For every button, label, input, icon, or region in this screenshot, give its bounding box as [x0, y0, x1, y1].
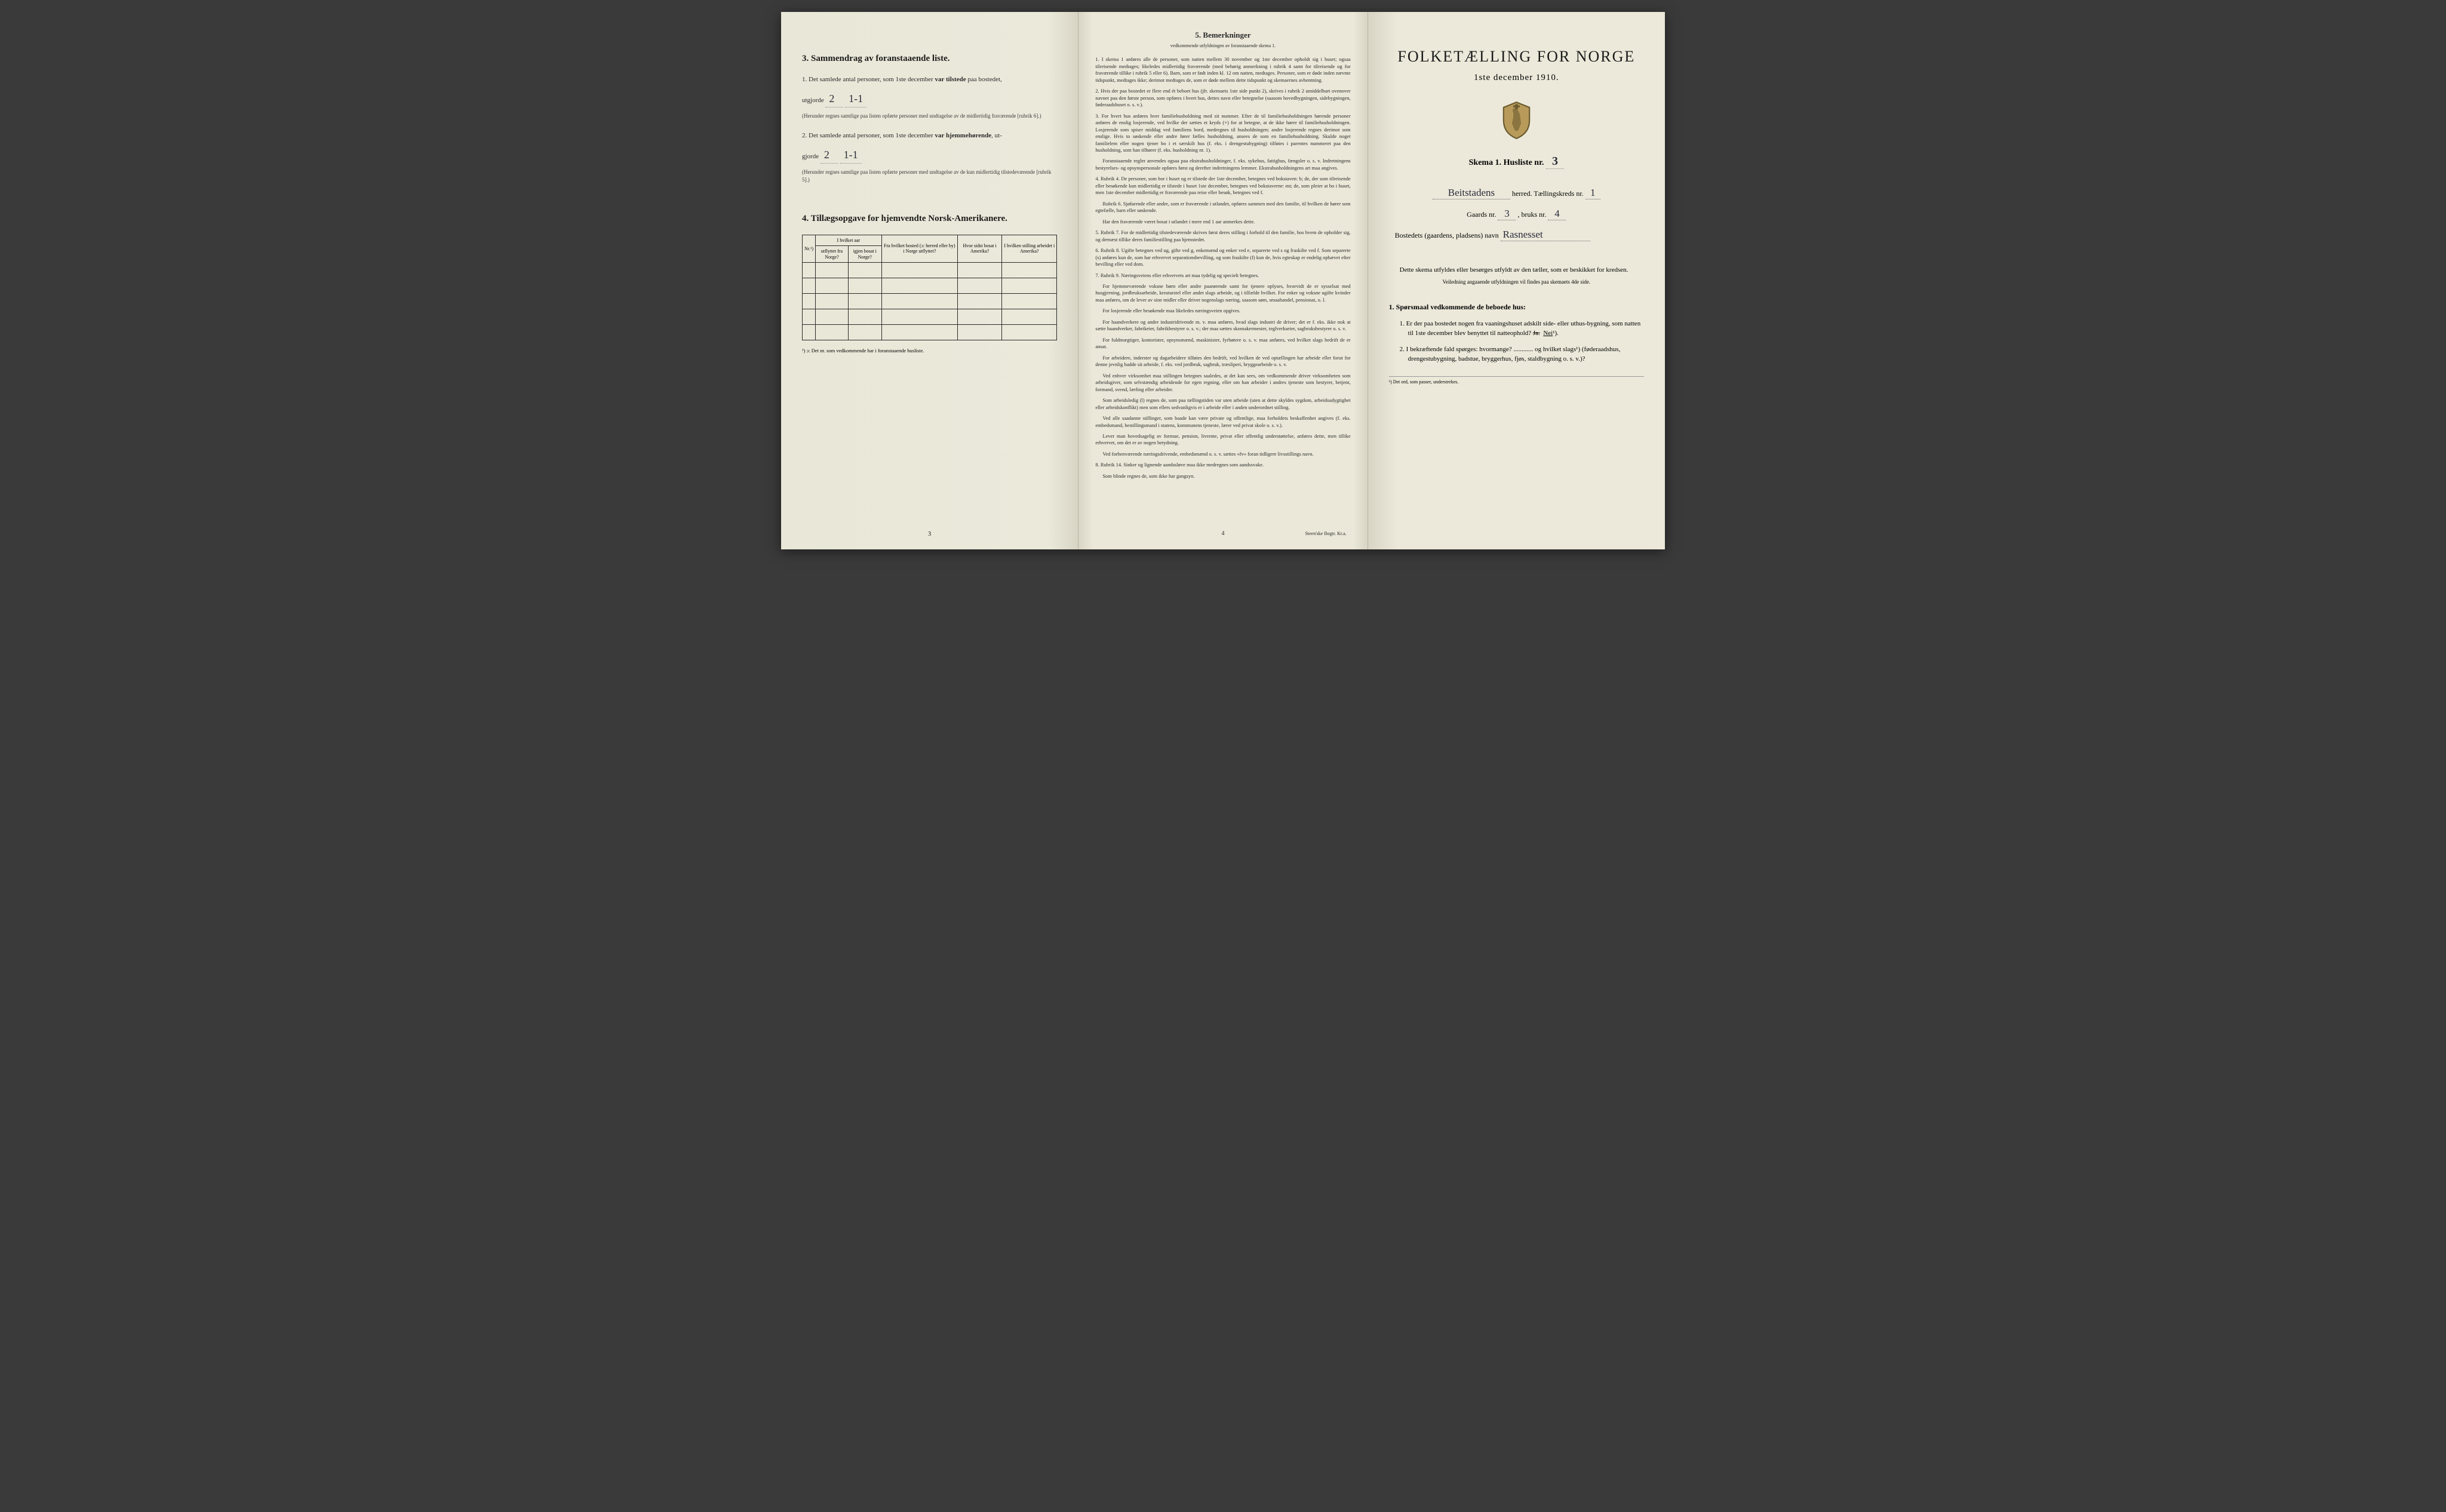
bosted-line: Bostedets (gaardens, pladsens) navn Rasn…	[1395, 229, 1644, 241]
th-year-out: utflyttet fra Norge?	[816, 246, 849, 263]
remark-7i: Ved alle saadanne stillinger, som baade …	[1095, 415, 1350, 429]
section4-title: 4. Tillægsopgave for hjemvendte Norsk-Am…	[802, 214, 1057, 224]
item2-value2: 1-1	[840, 146, 862, 164]
bruks-label: , bruks nr.	[1517, 210, 1546, 219]
section5-title: 5. Bemerkninger	[1095, 30, 1350, 41]
remark-7k: Ved forhenværende næringsdrivende, embed…	[1095, 451, 1350, 457]
table-row	[803, 294, 1057, 309]
item1-line2-label: utgjorde	[802, 97, 824, 104]
remark-8: 8. Rubrik 14. Sinker og lignende aandssl…	[1095, 462, 1350, 468]
item1-value2: 1-1	[845, 90, 866, 108]
question-2: 2. I bekræftende fald spørges: hvormange…	[1400, 345, 1644, 364]
remark-7c: For losjerende eller besøkende maa likel…	[1095, 308, 1350, 314]
remark-7: 7. Rubrik 9. Næringsveiens eller erhverv…	[1095, 272, 1350, 279]
remark-4: 4. Rubrik 4. De personer, som bor i huse…	[1095, 176, 1350, 196]
th-year-header: I hvilket aar	[816, 235, 882, 246]
item1-value: 2	[825, 90, 843, 108]
remark-3b: Foranstaaende regler anvendes ogsaa paa …	[1095, 158, 1350, 171]
left-footnote: ¹) ɔ: Det nr. som vedkommende har i fora…	[802, 348, 1057, 354]
gaards-label: Gaards nr.	[1467, 210, 1496, 219]
item2-post: , ut-	[991, 132, 1002, 139]
th-from-where: Fra hvilket bosted (ɔ: herred eller by) …	[881, 235, 957, 263]
item2-line2: gjorde 2 1-1	[802, 146, 1057, 164]
item1-bold: var tilstede	[935, 76, 966, 83]
kreds-nr: 1	[1585, 187, 1600, 199]
skema-line: Skema 1. Husliste nr. 3	[1389, 155, 1644, 169]
remark-1: 1. I skema 1 anføres alle de personer, s…	[1095, 56, 1350, 84]
table-row	[803, 263, 1057, 278]
table-row	[803, 278, 1057, 294]
remark-3: 3. For hvert hus anføres hver familiehus…	[1095, 113, 1350, 154]
remark-7d: For haandverkere og andre industridriven…	[1095, 319, 1350, 333]
instruction-text: Dette skema utfyldes eller besørges utfy…	[1389, 265, 1644, 275]
emigrant-table: Nr.¹) I hvilket aar Fra hvilket bosted (…	[802, 235, 1057, 341]
page-right: FOLKETÆLLING FOR NORGE 1ste december 191…	[1368, 12, 1665, 549]
q1-text: 1. Er der paa bostedet nogen fra vaaning…	[1400, 320, 1641, 337]
printer-credit: Steen'ske Bogtr. Kr.a.	[1305, 531, 1346, 537]
question-title: 1. Spørsmaal vedkommende de beboede hus:	[1389, 303, 1644, 312]
item1-line1: 1. Det samlede antal personer, som 1ste …	[802, 75, 1057, 85]
table-row	[803, 309, 1057, 325]
question-block: 1. Spørsmaal vedkommende de beboede hus:…	[1389, 303, 1644, 364]
item2-line1: 2. Det samlede antal personer, som 1ste …	[802, 131, 1057, 142]
th-year-back: igjen bosat i Norge?	[848, 246, 881, 263]
q1-struck: Ja.	[1533, 330, 1540, 337]
herred-line: Beitstadens herred. Tællingskreds nr. 1	[1389, 187, 1644, 199]
item1-pre: 1. Det samlede antal personer, som 1ste …	[802, 76, 935, 83]
bosted-value: Rasnesset	[1501, 229, 1590, 241]
page-left: 3. Sammendrag av foranstaaende liste. 1.…	[781, 12, 1078, 549]
section3-title: 3. Sammendrag av foranstaaende liste.	[802, 54, 1057, 64]
document-spread: 3. Sammendrag av foranstaaende liste. 1.…	[781, 12, 1665, 549]
coat-of-arms-icon	[1500, 101, 1533, 140]
remark-6: 6. Rubrik 8. Ugifte betegnes ved ug, gif…	[1095, 247, 1350, 268]
remark-7g: Ved enhver virksomhet maa stillingen bet…	[1095, 373, 1350, 393]
page-num-3: 3	[928, 531, 931, 537]
remark-7j: Lever man hovedsagelig av formue, pensio…	[1095, 433, 1350, 447]
section5-subtitle: vedkommende utfyldningen av foranstaaend…	[1095, 43, 1350, 50]
item2-bold: var hjemmehørende	[935, 132, 992, 139]
th-last-america: Hvor sidst bosat i Amerika?	[957, 235, 1001, 263]
th-nr: Nr.¹)	[803, 235, 816, 263]
table-row	[803, 325, 1057, 340]
item2-pre: 2. Det samlede antal personer, som 1ste …	[802, 132, 935, 139]
herred-label: herred. Tællingskreds nr.	[1512, 189, 1584, 198]
q1-sup: ¹).	[1553, 330, 1559, 337]
item2-line2-label: gjorde	[802, 153, 819, 160]
page-center: 5. Bemerkninger vedkommende utfyldningen…	[1078, 12, 1368, 549]
item2-note: (Herunder regnes samtlige paa listen opf…	[802, 168, 1057, 183]
q1-answer: Nei	[1543, 330, 1553, 337]
husliste-nr: 3	[1546, 155, 1564, 169]
main-title: FOLKETÆLLING FOR NORGE	[1389, 48, 1644, 66]
remark-7b: For hjemmeværende voksne børn eller andr…	[1095, 283, 1350, 303]
remark-7f: For arbeidere, inderster og dagarbeidere…	[1095, 355, 1350, 368]
item2-value: 2	[821, 146, 838, 164]
gaards-line: Gaards nr. 3 , bruks nr. 4	[1389, 208, 1644, 220]
skema-label: Skema 1. Husliste nr.	[1469, 158, 1544, 167]
right-footnote: ¹) Det ord, som passer, understrekes.	[1389, 376, 1644, 385]
remark-7h: Som arbeidsledig (l) regnes de, som paa …	[1095, 397, 1350, 411]
bosted-label: Bostedets (gaardens, pladsens) navn	[1395, 231, 1499, 239]
remark-8b: Som blinde regnes de, som ikke har gangs…	[1095, 473, 1350, 480]
th-position: I hvilken stilling arbeidet i Amerika?	[1002, 235, 1057, 263]
item1-note: (Herunder regnes samtlige paa listen opf…	[802, 112, 1057, 120]
page-num-4: 4	[1221, 530, 1224, 538]
remark-4b: Rubrik 6. Sjøfarende eller andre, som er…	[1095, 201, 1350, 214]
census-date: 1ste december 1910.	[1389, 73, 1644, 83]
remark-4c: Har den fraværende været bosat i utlande…	[1095, 219, 1350, 225]
instruction-small: Veiledning angaaende utfyldningen vil fi…	[1389, 279, 1644, 285]
herred-value: Beitstadens	[1433, 187, 1510, 199]
emigrant-tbody	[803, 263, 1057, 340]
item1-line2: utgjorde 2 1-1	[802, 90, 1057, 108]
item1-post: paa bostedet,	[966, 76, 1002, 83]
gaards-nr: 3	[1498, 208, 1516, 220]
remark-7e: For fuldmægtiger, kontorister, opsynsmæn…	[1095, 337, 1350, 351]
remark-5: 5. Rubrik 7. For de midlertidig tilstede…	[1095, 229, 1350, 243]
question-1: 1. Er der paa bostedet nogen fra vaaning…	[1400, 319, 1644, 339]
bruks-nr: 4	[1548, 208, 1566, 220]
remark-2: 2. Hvis der paa bostedet er flere end ét…	[1095, 88, 1350, 108]
